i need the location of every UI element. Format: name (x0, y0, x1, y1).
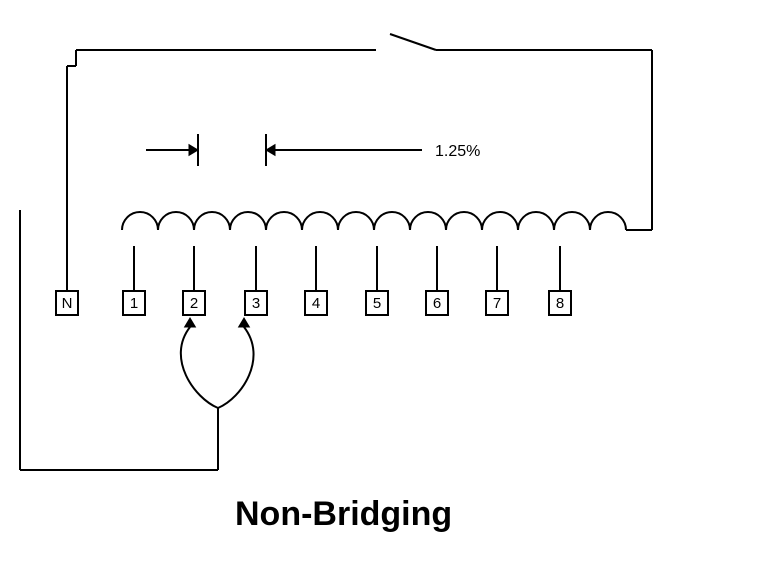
tap-terminal-box: 8 (548, 290, 572, 316)
tap-label: 2 (190, 295, 198, 312)
tap-terminal-box: 1 (122, 290, 146, 316)
tap-label: 3 (252, 295, 260, 312)
tap-terminal-box: 3 (244, 290, 268, 316)
tap-label: 7 (493, 295, 501, 312)
tap-terminal-box: 7 (485, 290, 509, 316)
tap-terminal-box: 5 (365, 290, 389, 316)
tap-label: N (62, 295, 73, 312)
tap-label: 1 (130, 295, 138, 312)
tap-terminal-box: 4 (304, 290, 328, 316)
diagram-title: Non-Bridging (235, 495, 452, 534)
percent-label: 1.25% (435, 143, 480, 161)
tap-terminal-box: 6 (425, 290, 449, 316)
tap-label: 6 (433, 295, 441, 312)
tap-label: 5 (373, 295, 381, 312)
tap-terminal-box: 2 (182, 290, 206, 316)
tap-label: 4 (312, 295, 320, 312)
neutral-terminal-box: N (55, 290, 79, 316)
tap-label: 8 (556, 295, 564, 312)
